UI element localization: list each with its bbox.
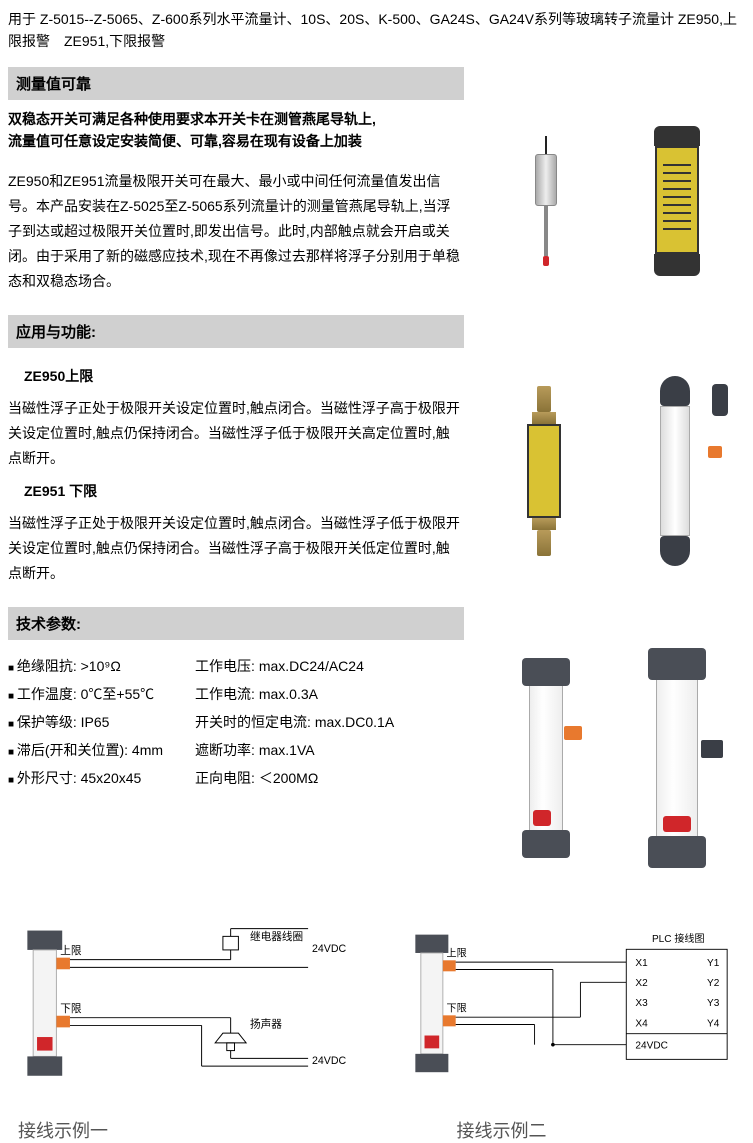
section-header-specs: 技术参数: [8,607,464,640]
svg-text:24VDC: 24VDC [312,942,347,954]
spec-table: 绝缘阻抗: >10⁹Ω 工作温度: 0℃至+55℃ 保护等级: IP65 滞后(… [8,656,463,788]
spec-col-right: 工作电压: max.DC24/AC24 工作电流: max.0.3A 开关时的恒… [195,656,394,788]
section-1-images [483,108,745,295]
wiring-diagram-2: 上限 下限 PLC 接线图 X1 X2 X3 X4 Y1 Y2 Y3 Y4 24… [397,908,746,1128]
wiring-svg-2: 上限 下限 PLC 接线图 X1 X2 X3 X4 Y1 Y2 Y3 Y4 24… [397,908,746,1108]
clear-flowmeter-small-icon [516,658,576,858]
section-3-row: 绝缘阻抗: >10⁹Ω 工作温度: 0℃至+55℃ 保护等级: IP65 滞后(… [8,648,745,868]
spec-l0: 绝缘阻抗: >10⁹Ω [8,656,163,676]
svg-text:Y2: Y2 [706,978,719,989]
svg-text:Y4: Y4 [706,1018,719,1029]
section-header-function: 应用与功能: [8,315,464,348]
svg-text:下限: 下限 [60,1002,82,1014]
spec-r3: 遮断功率: max.1VA [195,740,394,760]
section-1-text: 双稳态开关可满足各种使用要求本开关卡在测管燕尾导轨上, 流量值可任意设定安装简便… [8,108,463,295]
intro-text: 用于 Z-5015--Z-5065、Z-600系列水平流量计、10S、20S、K… [8,8,745,53]
s1-bold: 双稳态开关可满足各种使用要求本开关卡在测管燕尾导轨上, 流量值可任意设定安装简便… [8,108,463,153]
svg-text:24VDC: 24VDC [312,1055,347,1067]
section-2-text: ZE950上限 当磁性浮子正处于极限开关设定位置时,触点闭合。当磁性浮子高于极限… [8,356,463,587]
svg-text:X3: X3 [635,998,648,1009]
svg-text:X2: X2 [635,978,648,989]
svg-text:X4: X4 [635,1018,648,1029]
spec-l4: 外形尺寸: 45x20x45 [8,768,163,788]
yellow-flowmeter-icon [652,126,702,276]
s2-body1: 当磁性浮子正处于极限开关设定位置时,触点闭合。当磁性浮子高于极限开关设定位置时,… [8,396,463,472]
clear-flowmeter-large-icon [642,648,712,868]
probe-sensor-icon [526,136,566,266]
section-2-row: ZE950上限 当磁性浮子正处于极限开关设定位置时,触点闭合。当磁性浮子高于极限… [8,356,745,587]
s1-body: ZE950和ZE951流量极限开关可在最大、最小或中间任何流量值发出信号。本产品… [8,169,463,295]
spec-l3: 滞后(开和关位置): 4mm [8,740,163,760]
svg-text:X1: X1 [635,957,648,968]
section-1-row: 双稳态开关可满足各种使用要求本开关卡在测管燕尾导轨上, 流量值可任意设定安装简便… [8,108,745,295]
spec-col-left: 绝缘阻抗: >10⁹Ω 工作温度: 0℃至+55℃ 保护等级: IP65 滞后(… [8,656,163,788]
wiring-diagram-1: 上限 下限 继电器线圈 24VDC 扬声器 24VDC [8,908,357,1128]
svg-text:上限: 上限 [60,944,82,956]
svg-text:扬声器: 扬声器 [250,1017,282,1030]
svg-text:Y3: Y3 [706,998,719,1009]
s2-sub2: ZE951 下限 [8,477,463,505]
section-3-images [483,648,745,868]
s2-sub1: ZE950上限 [8,362,463,390]
wiring-svg-1: 上限 下限 继电器线圈 24VDC 扬声器 24VDC [8,908,357,1108]
pvc-flowmeter-icon [640,376,710,566]
svg-text:继电器线圈: 继电器线圈 [250,930,303,943]
wiring-title-1: 接线示例一 [8,1117,357,1143]
svg-text:下限: 下限 [446,1002,466,1014]
spec-l1: 工作温度: 0℃至+55℃ [8,684,163,704]
section-3-specs: 绝缘阻抗: >10⁹Ω 工作温度: 0℃至+55℃ 保护等级: IP65 滞后(… [8,648,463,868]
brass-flowmeter-icon [519,386,569,556]
spec-r0: 工作电压: max.DC24/AC24 [195,656,394,676]
svg-text:Y1: Y1 [706,957,719,968]
spec-l2: 保护等级: IP65 [8,712,163,732]
wiring-section: 上限 下限 继电器线圈 24VDC 扬声器 24VDC [8,908,745,1128]
svg-text:PLC 接线图: PLC 接线图 [651,932,704,945]
spec-r2: 开关时的恒定电流: max.DC0.1A [195,712,394,732]
section-header-reliable: 测量值可靠 [8,67,464,100]
s2-body2: 当磁性浮子正处于极限开关设定位置时,触点闭合。当磁性浮子低于极限开关设定位置时,… [8,511,463,587]
wiring-title-2: 接线示例二 [397,1117,746,1143]
svg-text:上限: 上限 [446,947,466,959]
spec-r1: 工作电流: max.0.3A [195,684,394,704]
spec-r4: 正向电阻: ＜200MΩ [195,768,394,788]
section-2-images [483,356,745,587]
